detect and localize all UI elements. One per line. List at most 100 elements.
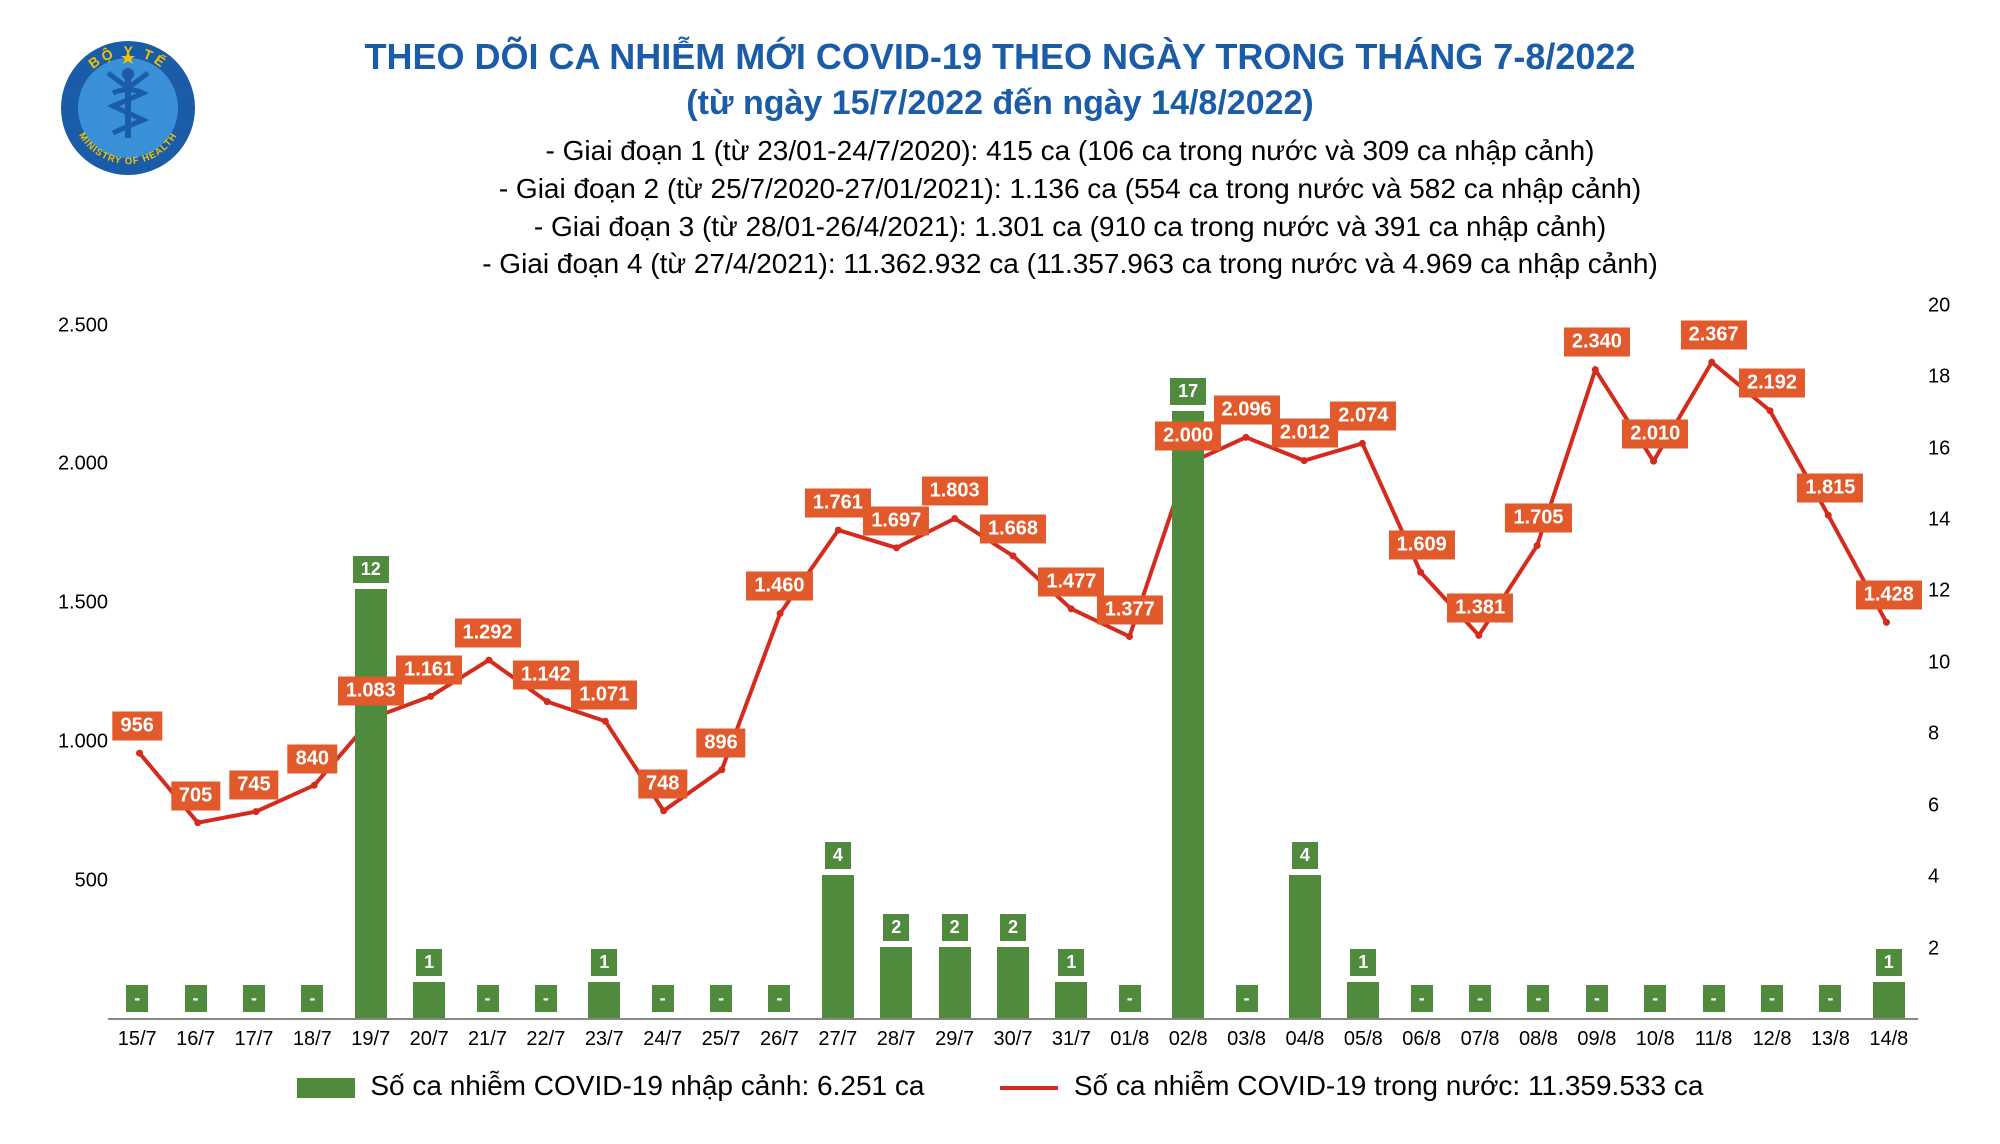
y-left-tick: 2.500 [58, 314, 108, 337]
line-label: 1.460 [746, 572, 812, 601]
x-tick: 22/7 [526, 1028, 565, 1051]
x-axis-labels: 15/716/717/718/719/720/721/722/723/724/7… [108, 1028, 1918, 1058]
line-marker [311, 782, 318, 789]
line-marker [1068, 605, 1075, 612]
line-marker [1475, 632, 1482, 639]
line-label: 1.761 [805, 488, 871, 517]
bar [1172, 411, 1204, 1018]
y-left-tick: 1.000 [58, 731, 108, 754]
x-tick: 15/7 [118, 1028, 157, 1051]
line-marker [1359, 440, 1366, 447]
y-right-tick: 2 [1928, 937, 1939, 960]
line-label: 1.668 [980, 514, 1046, 543]
y-right-tick: 8 [1928, 723, 1939, 746]
bar-label: - [535, 985, 557, 1012]
bar-label: 4 [1292, 842, 1318, 869]
line-label: 2.096 [1214, 395, 1280, 424]
x-tick: 13/8 [1811, 1028, 1850, 1051]
y-right-tick: 6 [1928, 794, 1939, 817]
chart-title: THEO DÕI CA NHIỄM MỚI COVID-19 THEO NGÀY… [20, 34, 1980, 81]
x-tick: 21/7 [468, 1028, 507, 1051]
line-marker [1825, 512, 1832, 519]
bar-label: - [185, 985, 207, 1012]
x-tick: 10/8 [1636, 1028, 1675, 1051]
x-tick: 04/8 [1285, 1028, 1324, 1051]
bar-label: - [1236, 985, 1258, 1012]
bar-label: 4 [825, 842, 851, 869]
x-tick: 08/8 [1519, 1028, 1558, 1051]
x-tick: 17/7 [234, 1028, 273, 1051]
bar-label: 1 [1876, 949, 1902, 976]
line-label: 1.705 [1505, 504, 1571, 533]
bar-label: - [1586, 985, 1608, 1012]
line-label: 1.292 [454, 619, 520, 648]
line-label: 1.815 [1797, 473, 1863, 502]
line-label: 2.012 [1272, 419, 1338, 448]
x-tick: 03/8 [1227, 1028, 1266, 1051]
y-right-tick: 16 [1928, 437, 1950, 460]
chart-notes: - Giai đoạn 1 (từ 23/01-24/7/2020): 415 … [220, 132, 1920, 283]
bar-label: - [1819, 985, 1841, 1012]
y-axis-left: 5001.0001.5002.0002.500 [50, 270, 108, 1020]
line-label: 1.071 [571, 680, 637, 709]
y-right-tick: 12 [1928, 580, 1950, 603]
chart-legend: Số ca nhiễm COVID-19 nhập cảnh: 6.251 ca… [20, 1070, 1980, 1102]
line-marker [777, 610, 784, 617]
line-label: 745 [229, 771, 278, 800]
line-label: 840 [288, 744, 337, 773]
x-tick: 30/7 [994, 1028, 1033, 1051]
chart-note-line: - Giai đoạn 1 (từ 23/01-24/7/2020): 415 … [220, 132, 1920, 170]
x-tick: 20/7 [410, 1028, 449, 1051]
chart-title-block: THEO DÕI CA NHIỄM MỚI COVID-19 THEO NGÀY… [20, 34, 1980, 125]
line-label: 896 [696, 729, 745, 758]
bar-label: 1 [1350, 949, 1376, 976]
y-right-tick: 14 [1928, 509, 1950, 532]
line-label: 1.477 [1038, 567, 1104, 596]
x-tick: 23/7 [585, 1028, 624, 1051]
line-label: 1.381 [1447, 594, 1513, 623]
line-marker [835, 527, 842, 534]
chart-container: BỘ Y TẾ MINISTRY OF HEALTH THEO DÕI CA N… [20, 20, 1980, 1124]
x-tick: 02/8 [1169, 1028, 1208, 1051]
x-tick: 19/7 [351, 1028, 390, 1051]
line-marker [602, 718, 609, 725]
legend-line-text: Số ca nhiễm COVID-19 trong nước: 11.359.… [1074, 1070, 1704, 1101]
bar [1347, 982, 1379, 1018]
line-marker [1010, 552, 1017, 559]
x-tick: 24/7 [643, 1028, 682, 1051]
legend-line-swatch [1000, 1086, 1058, 1090]
y-left-tick: 2.000 [58, 453, 108, 476]
line-marker [893, 544, 900, 551]
y-left-tick: 500 [75, 870, 108, 893]
line-marker [427, 693, 434, 700]
x-tick: 25/7 [702, 1028, 741, 1051]
x-tick: 27/7 [818, 1028, 857, 1051]
line-label: 2.340 [1564, 328, 1630, 357]
bar [822, 875, 854, 1018]
line-marker [1650, 458, 1657, 465]
bar-label: - [768, 985, 790, 1012]
bar [1873, 982, 1905, 1018]
line-marker [1417, 569, 1424, 576]
line-label: 2.192 [1739, 369, 1805, 398]
bar-label: - [652, 985, 674, 1012]
line-marker [1301, 457, 1308, 464]
x-tick: 01/8 [1110, 1028, 1149, 1051]
y-right-tick: 4 [1928, 866, 1939, 889]
line-label: 1.377 [1097, 595, 1163, 624]
bar [413, 982, 445, 1018]
line-label: 2.000 [1155, 422, 1221, 451]
bar-label: 1 [416, 949, 442, 976]
line-label: 705 [171, 782, 220, 811]
bar-label: 2 [1000, 914, 1026, 941]
line-label: 1.803 [922, 477, 988, 506]
line-marker [1126, 633, 1133, 640]
line-label: 2.367 [1681, 320, 1747, 349]
y-right-tick: 18 [1928, 366, 1950, 389]
line-label: 956 [113, 712, 162, 741]
bar-label: 2 [942, 914, 968, 941]
x-tick: 06/8 [1402, 1028, 1441, 1051]
legend-bar-text: Số ca nhiễm COVID-19 nhập cảnh: 6.251 ca [370, 1070, 924, 1101]
chart-subtitle: (từ ngày 15/7/2022 đến ngày 14/8/2022) [20, 81, 1980, 125]
line-marker [1242, 434, 1249, 441]
